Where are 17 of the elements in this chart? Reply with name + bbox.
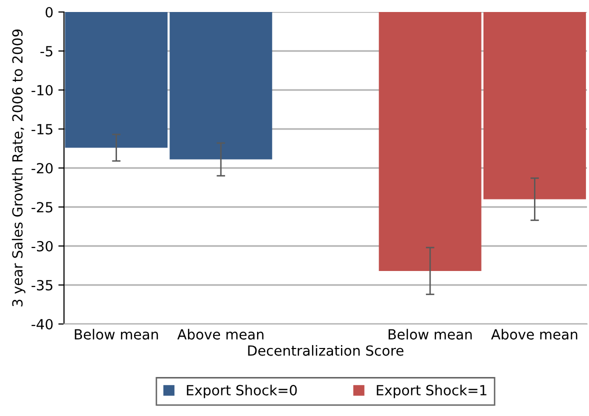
y-tick-label: -10 xyxy=(32,84,53,96)
legend-label: Export Shock=0 xyxy=(186,384,297,398)
x-tick-label: Below mean xyxy=(74,328,158,340)
x-tick-label: Above mean xyxy=(491,328,578,340)
y-axis-title: 3 year Sales Growth Rate, 2006 to 2009 xyxy=(12,30,26,306)
y-tick-label: -25 xyxy=(32,202,52,212)
y-tick-label: -15 xyxy=(32,124,52,134)
y-tick-label: 0 xyxy=(46,6,53,18)
y-tick-label: -30 xyxy=(32,240,53,252)
x-axis-title: Decentralization Score xyxy=(248,345,404,356)
y-tick-label: -5 xyxy=(40,46,52,56)
x-tick-label: Below mean xyxy=(388,328,472,340)
x-tick-label: Above mean xyxy=(177,328,264,340)
y-tick-label: -40 xyxy=(32,318,53,330)
legend-label: Export Shock=1 xyxy=(376,384,486,398)
y-tick-label: -20 xyxy=(32,162,53,174)
y-tick-label: -35 xyxy=(32,280,52,290)
